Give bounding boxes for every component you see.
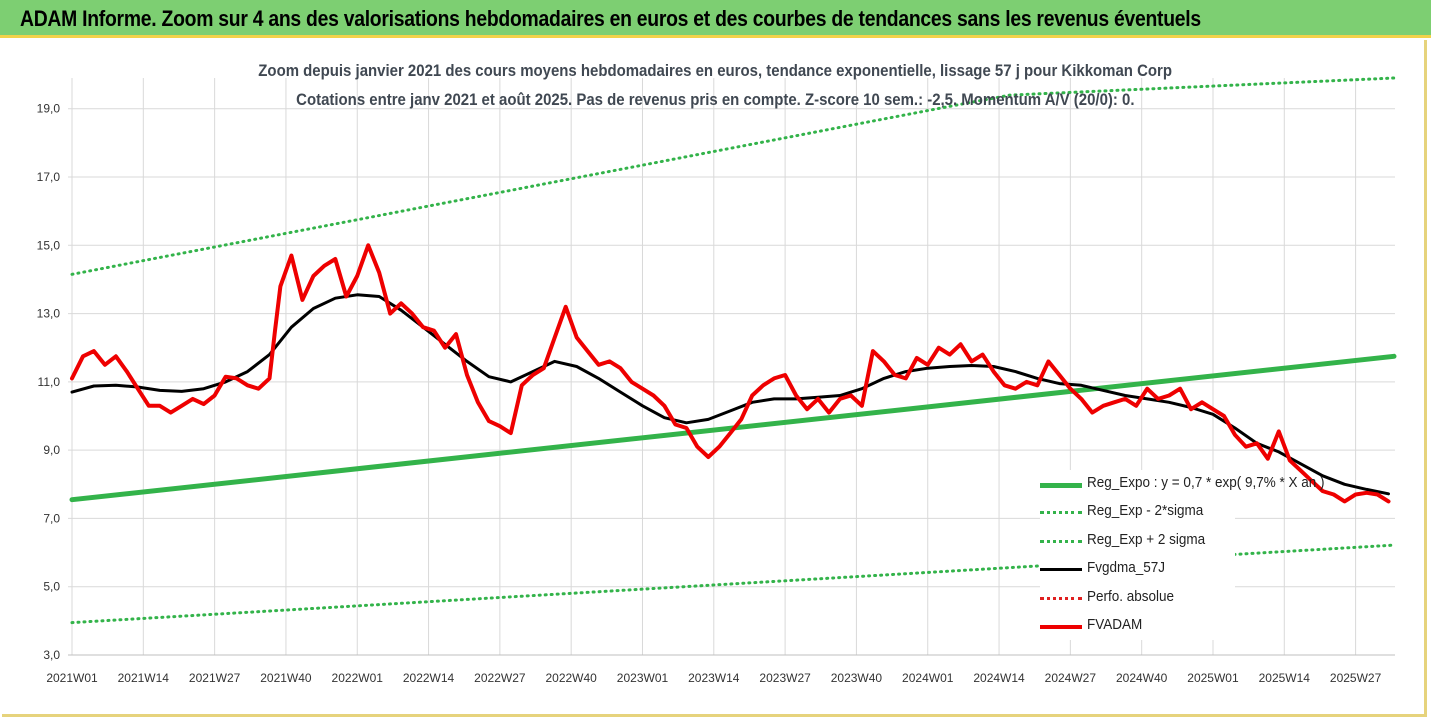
x-tick-label: 2022W01	[332, 671, 384, 685]
tick-labels: 3,0 5,0 7,0 9,0 11,0 13,0 15,0 17,0 19,0 2021W01 2…	[37, 102, 1382, 685]
y-tick-label: 3,0	[43, 648, 60, 662]
y-tick-label: 11,0	[38, 375, 61, 389]
series-layer	[69, 76, 1397, 625]
y-tick-label: 17,0	[37, 170, 61, 184]
legend-item: Reg_Expo : y = 0,7 * exp( 9,7% * X an )	[1040, 470, 1325, 498]
x-tick-label: 2022W27	[474, 671, 526, 685]
x-tick-label: 2023W40	[831, 671, 883, 685]
legend-item: Fvgdma_57J	[1040, 555, 1235, 583]
series-line-3	[70, 293, 1390, 496]
legend-swatch	[1040, 483, 1082, 488]
x-tick-label: 2023W27	[759, 671, 811, 685]
legend-item: Perfo. absolue	[1040, 584, 1235, 612]
legend-label: Fvgdma_57J	[1087, 559, 1166, 577]
x-tick-label: 2023W01	[617, 671, 669, 685]
x-tick-label: 2022W40	[545, 671, 597, 685]
chart-frame	[2, 40, 1427, 717]
x-tick-label: 2024W01	[902, 671, 954, 685]
x-tick-label: 2024W27	[1045, 671, 1097, 685]
chart-title-line-1: Zoom depuis janvier 2021 des cours moyen…	[258, 61, 1173, 80]
legend-item: FVADAM	[1040, 612, 1235, 640]
x-tick-label: 2022W14	[403, 671, 455, 685]
legend-label: Reg_Exp - 2*sigma	[1087, 502, 1204, 520]
series-line-5	[70, 243, 1391, 504]
chart-legend: Reg_Expo : y = 0,7 * exp( 9,7% * X an ) R…	[1040, 470, 1325, 641]
report-title: ADAM Informe. Zoom sur 4 ans des valoris…	[20, 6, 1201, 31]
legend-item: Reg_Exp + 2 sigma	[1040, 527, 1235, 555]
x-tick-label: 2025W27	[1330, 671, 1382, 685]
x-tick-label: 2024W40	[1116, 671, 1168, 685]
y-tick-label: 9,0	[43, 443, 60, 457]
legend-swatch	[1040, 511, 1082, 515]
x-tick-label: 2021W14	[118, 671, 170, 685]
chart-title-line-2: Cotations entre janv 2021 et août 2025. …	[296, 90, 1135, 109]
legend-item: Reg_Exp - 2*sigma	[1040, 498, 1235, 526]
x-tick-label: 2021W27	[189, 671, 241, 685]
legend-swatch	[1040, 596, 1082, 600]
legend-label: FVADAM	[1087, 615, 1143, 633]
legend-swatch	[1040, 539, 1082, 543]
legend-label: Perfo. absolue	[1087, 587, 1175, 605]
x-tick-label: 2025W14	[1259, 671, 1311, 685]
x-tick-label: 2021W01	[46, 671, 98, 685]
y-tick-label: 5,0	[43, 580, 60, 594]
x-tick-label: 2023W14	[688, 671, 740, 685]
x-tick-label: 2025W01	[1187, 671, 1239, 685]
report-banner: ADAM Informe. Zoom sur 4 ans des valoris…	[0, 0, 1431, 38]
legend-label: Reg_Expo : y = 0,7 * exp( 9,7% * X an )	[1087, 474, 1325, 491]
y-tick-label: 19,0	[37, 102, 61, 116]
legend-swatch	[1040, 568, 1082, 572]
legend-swatch	[1040, 624, 1082, 629]
x-tick-label: 2024W14	[973, 671, 1025, 685]
y-tick-label: 15,0	[37, 238, 61, 252]
grid	[68, 78, 1395, 656]
y-tick-label: 7,0	[43, 511, 60, 525]
x-tick-label: 2021W40	[260, 671, 312, 685]
legend-label: Reg_Exp + 2 sigma	[1087, 530, 1206, 548]
y-tick-label: 13,0	[37, 307, 61, 321]
series-line-2	[70, 76, 1396, 276]
